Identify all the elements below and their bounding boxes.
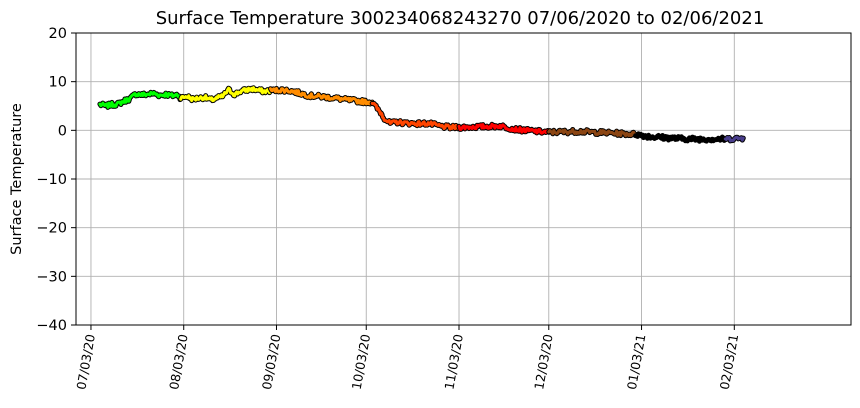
series-line: [547, 128, 638, 138]
x-tick-label: 07/03/20: [73, 333, 98, 391]
data-series: [97, 85, 746, 144]
series-line: [634, 132, 727, 143]
x-tick-label: 11/03/20: [441, 333, 466, 391]
y-tick-label: −10: [36, 172, 67, 188]
y-tick-label: 20: [49, 26, 67, 42]
chart-title: Surface Temperature 300234068243270 07/0…: [156, 8, 765, 29]
series-line: [370, 101, 461, 131]
x-tick-label: 12/03/20: [531, 333, 556, 391]
y-tick-label: −40: [36, 318, 67, 334]
series-line: [269, 86, 374, 106]
series-line: [98, 90, 183, 109]
axis-ticks: 20 10 0 −10 −20 −30 −40 07/03/20 08/03/20 09/03/2…: [36, 26, 741, 391]
series-line: [723, 135, 745, 143]
grid-lines: [76, 32, 851, 326]
x-tick-label: 09/03/20: [259, 333, 284, 391]
y-axis-label: Surface Temperature: [9, 103, 25, 255]
series-line: [179, 86, 272, 103]
y-tick-label: 10: [49, 75, 67, 91]
y-tick-label: −30: [36, 269, 67, 285]
x-tick-label: 10/03/20: [349, 333, 374, 391]
x-tick-label: 08/03/20: [166, 333, 191, 391]
y-tick-label: 0: [58, 123, 67, 139]
x-tick-label: 02/03/21: [717, 333, 742, 391]
y-tick-label: −20: [36, 221, 67, 237]
x-tick-label: 01/03/21: [624, 333, 649, 391]
series-line: [457, 122, 551, 135]
